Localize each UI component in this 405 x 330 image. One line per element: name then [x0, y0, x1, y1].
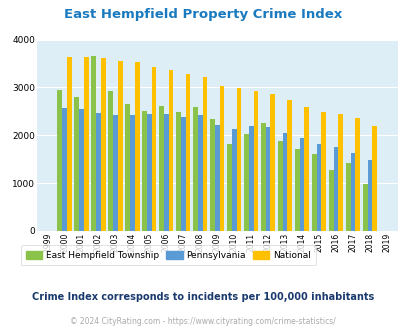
Bar [197, 115, 202, 231]
Bar [248, 126, 253, 231]
Bar [209, 119, 214, 231]
Bar [277, 141, 282, 231]
Bar [164, 114, 168, 231]
Bar [337, 114, 342, 231]
Bar [130, 115, 134, 231]
Bar [79, 110, 84, 231]
Bar [181, 117, 185, 231]
Bar [57, 90, 62, 231]
Bar [287, 100, 292, 231]
Bar [100, 58, 105, 231]
Bar [265, 127, 270, 231]
Bar [202, 78, 207, 231]
Bar [62, 108, 67, 231]
Bar [345, 163, 350, 231]
Bar [243, 134, 248, 231]
Bar [84, 57, 88, 231]
Bar [96, 113, 100, 231]
Bar [333, 147, 337, 231]
Bar [354, 118, 359, 231]
Bar [91, 56, 96, 231]
Bar [168, 70, 173, 231]
Bar [108, 91, 113, 231]
Bar [134, 62, 139, 231]
Bar [236, 88, 241, 231]
Bar [371, 126, 376, 231]
Bar [311, 154, 316, 231]
Text: © 2024 CityRating.com - https://www.cityrating.com/crime-statistics/: © 2024 CityRating.com - https://www.city… [70, 317, 335, 326]
Bar [67, 57, 71, 231]
Bar [316, 145, 321, 231]
Bar [304, 107, 308, 231]
Bar [260, 123, 265, 231]
Bar [294, 149, 299, 231]
Bar [219, 85, 224, 231]
Bar [350, 152, 354, 231]
Bar [299, 138, 304, 231]
Bar [117, 61, 122, 231]
Bar [328, 170, 333, 231]
Legend: East Hempfield Township, Pennsylvania, National: East Hempfield Township, Pennsylvania, N… [21, 246, 315, 265]
Bar [253, 91, 258, 231]
Bar [367, 160, 371, 231]
Bar [113, 115, 117, 231]
Bar [159, 106, 164, 231]
Bar [214, 125, 219, 231]
Bar [125, 104, 130, 231]
Text: Crime Index corresponds to incidents per 100,000 inhabitants: Crime Index corresponds to incidents per… [32, 292, 373, 302]
Bar [321, 112, 325, 231]
Bar [226, 145, 231, 231]
Bar [193, 107, 197, 231]
Bar [231, 129, 236, 231]
Bar [142, 111, 147, 231]
Bar [151, 67, 156, 231]
Bar [282, 133, 287, 231]
Bar [74, 97, 79, 231]
Bar [362, 183, 367, 231]
Bar [270, 94, 275, 231]
Text: East Hempfield Property Crime Index: East Hempfield Property Crime Index [64, 8, 341, 21]
Bar [185, 74, 190, 231]
Bar [147, 114, 151, 231]
Bar [176, 112, 181, 231]
